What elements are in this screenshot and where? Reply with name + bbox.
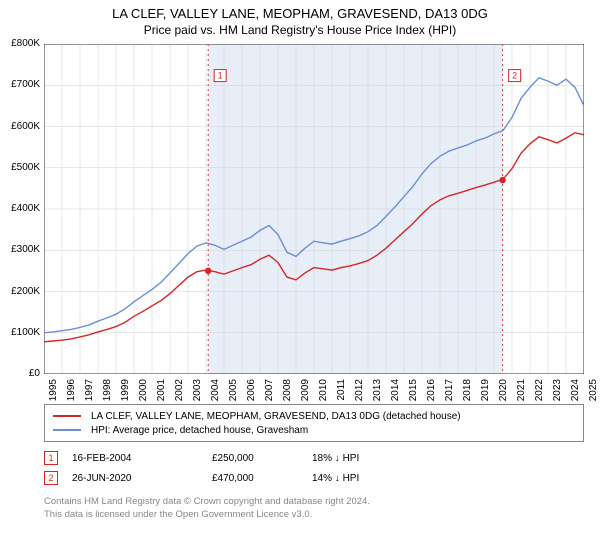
sale-price-1: £250,000 — [212, 453, 312, 464]
chart-svg: 12 — [44, 44, 584, 374]
legend-item-property: LA CLEF, VALLEY LANE, MEOPHAM, GRAVESEND… — [53, 409, 575, 423]
legend-swatch-hpi — [53, 429, 81, 431]
footer-line-2: This data is licensed under the Open Gov… — [44, 509, 370, 522]
sale-row-2: 2 26-JUN-2020 £470,000 14% ↓ HPI — [44, 468, 432, 488]
legend-label-property: LA CLEF, VALLEY LANE, MEOPHAM, GRAVESEND… — [91, 411, 461, 422]
svg-text:1: 1 — [218, 71, 223, 81]
sales-records: 1 16-FEB-2004 £250,000 18% ↓ HPI 2 26-JU… — [44, 448, 432, 488]
legend-swatch-property — [53, 415, 81, 417]
legend-label-hpi: HPI: Average price, detached house, Grav… — [91, 425, 308, 436]
y-tick-label: £200K — [0, 286, 40, 297]
y-tick-label: £300K — [0, 244, 40, 255]
footer-attribution: Contains HM Land Registry data © Crown c… — [44, 496, 370, 522]
y-tick-label: £600K — [0, 121, 40, 132]
y-tick-label: £100K — [0, 327, 40, 338]
legend-item-hpi: HPI: Average price, detached house, Grav… — [53, 423, 575, 437]
sale-price-2: £470,000 — [212, 473, 312, 484]
footer-line-1: Contains HM Land Registry data © Crown c… — [44, 496, 370, 509]
legend: LA CLEF, VALLEY LANE, MEOPHAM, GRAVESEND… — [44, 404, 584, 442]
svg-text:2: 2 — [512, 71, 517, 81]
x-tick-label: 2025 — [588, 379, 599, 419]
chart-title: LA CLEF, VALLEY LANE, MEOPHAM, GRAVESEND… — [0, 0, 600, 21]
sale-row-1: 1 16-FEB-2004 £250,000 18% ↓ HPI — [44, 448, 432, 468]
sale-delta-2: 14% ↓ HPI — [312, 473, 432, 484]
y-tick-label: £0 — [0, 368, 40, 379]
chart-area: 12 — [44, 44, 584, 374]
sale-marker-icon-2: 2 — [44, 471, 58, 485]
sale-date-2: 26-JUN-2020 — [72, 473, 212, 484]
y-tick-label: £400K — [0, 203, 40, 214]
sale-delta-1: 18% ↓ HPI — [312, 453, 432, 464]
y-tick-label: £800K — [0, 38, 40, 49]
y-tick-label: £700K — [0, 79, 40, 90]
sale-date-1: 16-FEB-2004 — [72, 453, 212, 464]
sale-marker-icon-1: 1 — [44, 451, 58, 465]
y-tick-label: £500K — [0, 162, 40, 173]
chart-subtitle: Price paid vs. HM Land Registry's House … — [0, 21, 600, 37]
